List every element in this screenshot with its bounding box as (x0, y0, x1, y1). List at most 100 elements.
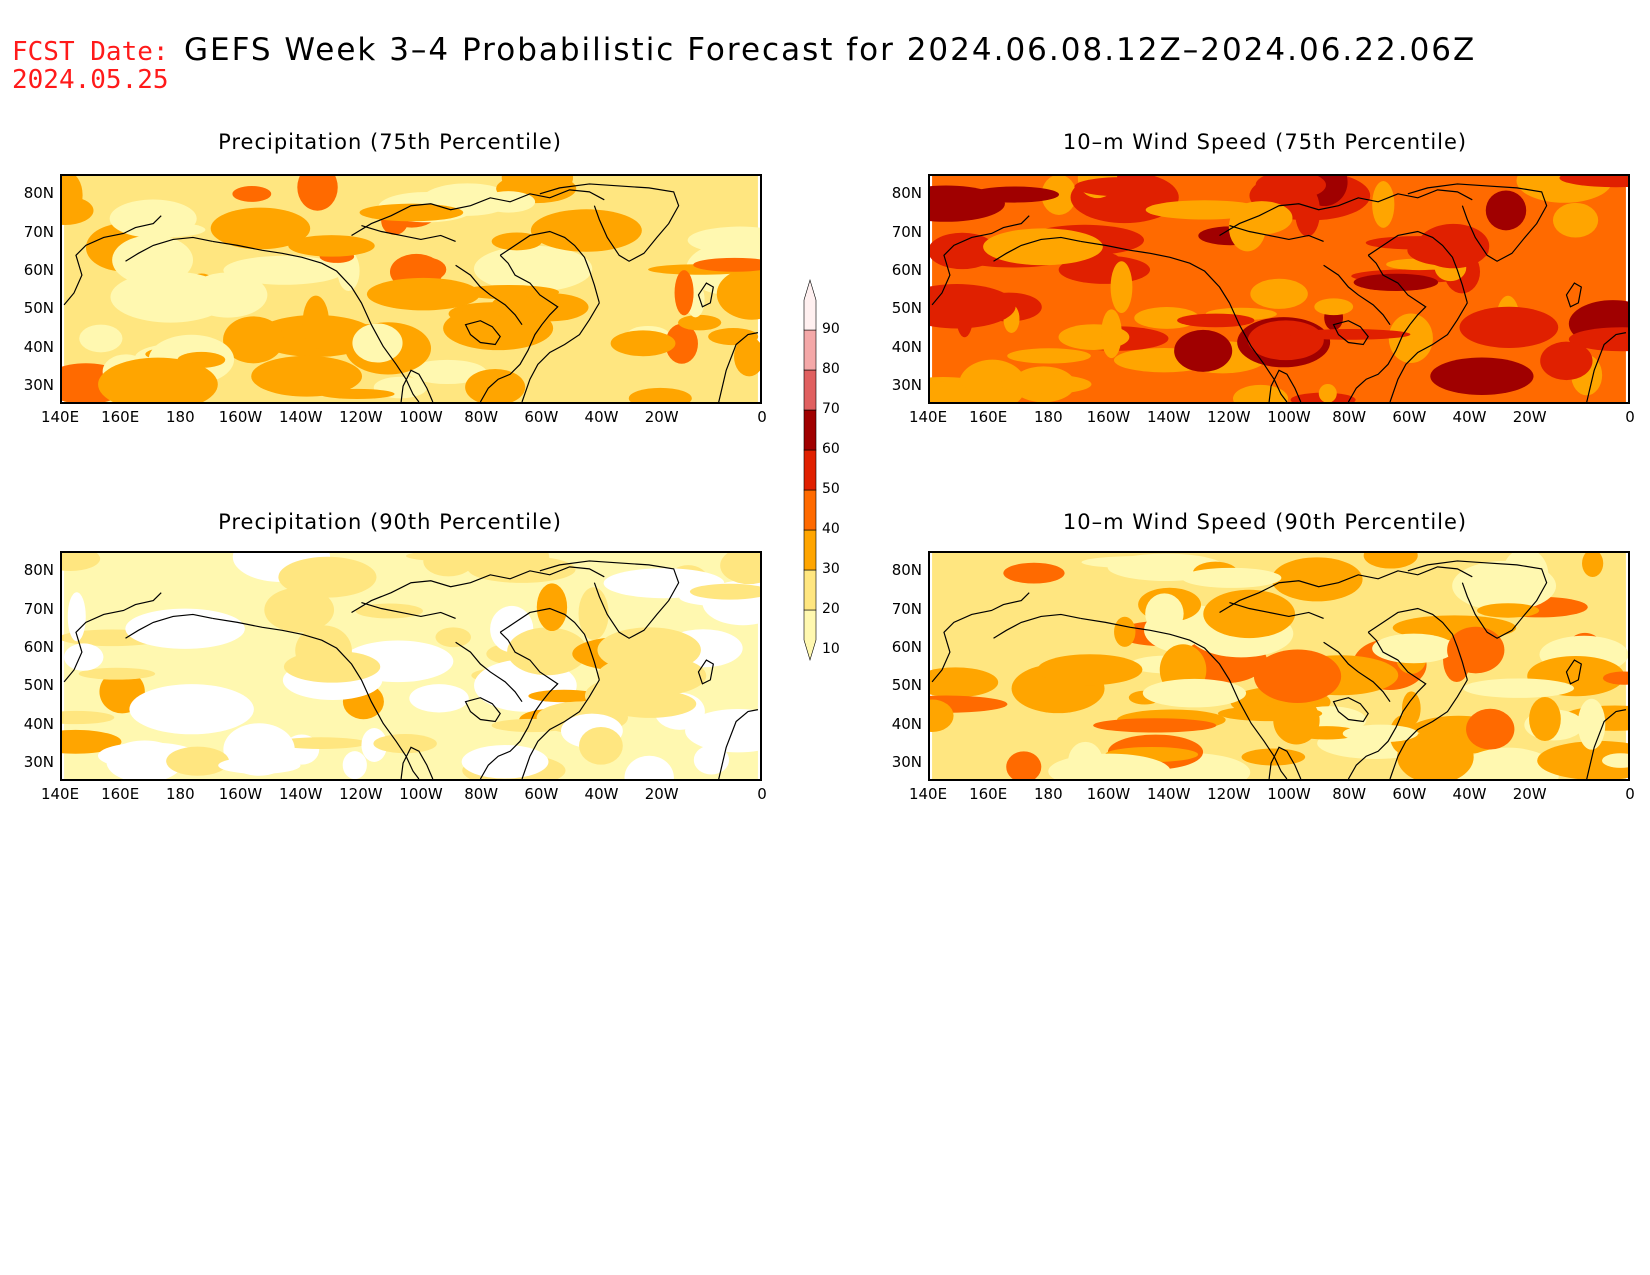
lon-tick-label: 0 (757, 408, 767, 426)
lat-tick-label: 80N (891, 184, 922, 203)
contour-region (628, 387, 692, 402)
contour-region (1602, 753, 1628, 768)
contour-region (264, 587, 335, 633)
contour-region (678, 314, 722, 331)
coastline (499, 230, 600, 304)
lon-tick-label: 140E (40, 408, 80, 426)
contour-region (1041, 176, 1077, 215)
contour-region (188, 272, 268, 318)
colorbar-tick-label: 50 (822, 481, 840, 497)
coastline (1586, 709, 1627, 779)
colorbar-tick-label: 10 (822, 641, 840, 657)
colorbar-swatch (803, 409, 817, 451)
coastline (1080, 617, 1288, 779)
coastline (931, 215, 1030, 306)
lon-tick-label: 160W (218, 408, 263, 426)
contour-region (1003, 562, 1065, 584)
contour-region (983, 228, 1103, 266)
contour-region (597, 627, 701, 673)
contour-region (716, 268, 760, 320)
lat-tick-label: 60N (23, 637, 54, 656)
contour-region (1363, 553, 1418, 569)
contour-region (297, 176, 338, 211)
lon-tick-label: 160W (218, 785, 263, 803)
lon-tick-label: 160W (1086, 785, 1131, 803)
coastline (400, 746, 434, 779)
coastline (464, 320, 501, 346)
coastline (1389, 679, 1468, 779)
contour-region (1074, 177, 1169, 197)
contour-region (720, 553, 760, 585)
contour-region (665, 323, 698, 364)
coastline (718, 332, 759, 402)
lat-tick-label: 40N (891, 714, 922, 733)
lat-tick-label: 70N (891, 599, 922, 618)
panel-title-precip-90: Precipitation (90th Percentile) (218, 510, 562, 534)
contour-region (1466, 708, 1515, 750)
lon-tick-label: 140E (40, 785, 80, 803)
contour-region (501, 176, 574, 198)
contour-region (1402, 691, 1421, 726)
coastline (1586, 332, 1627, 402)
contour-region (1142, 678, 1247, 708)
contour-region (610, 330, 676, 357)
coastline (212, 240, 420, 402)
contour-region (491, 293, 536, 319)
coastline (1407, 560, 1548, 639)
lon-tick-label: 20W (644, 785, 679, 803)
lon-tick-label: 80W (1332, 785, 1367, 803)
contour-region (443, 306, 554, 351)
contour-region (166, 746, 230, 776)
contour-region (1145, 593, 1184, 634)
lon-tick-label: 160W (1086, 408, 1131, 426)
contour-region (1114, 616, 1136, 647)
contour-region (359, 203, 464, 222)
contour-region (278, 556, 377, 598)
coastline (125, 613, 213, 639)
colorbar-swatch (803, 609, 817, 662)
contour-region (930, 699, 954, 733)
contour-region (579, 726, 623, 765)
contour-region (1457, 747, 1560, 779)
coastline (1323, 641, 1391, 703)
contour-region (687, 226, 760, 254)
contour-region (62, 176, 83, 219)
contour-region (1145, 200, 1264, 220)
contour-region (1529, 697, 1561, 742)
coastline (1268, 746, 1302, 779)
lat-tick-label: 40N (23, 337, 54, 356)
lon-tick-label: 20W (1512, 408, 1547, 426)
contour-region (1568, 327, 1628, 352)
contour-region (79, 324, 123, 353)
contour-region (1463, 678, 1574, 698)
contour-region (530, 209, 642, 252)
lon-tick-label: 80W (464, 408, 499, 426)
lon-tick-label: 140W (278, 785, 323, 803)
contour-region (1177, 313, 1255, 328)
contour-region (689, 583, 760, 600)
contour-region (218, 756, 301, 774)
contour-region (232, 186, 272, 202)
lon-tick-label: 140W (1146, 408, 1191, 426)
colorbar-swatch (803, 569, 817, 611)
coastline (718, 709, 759, 779)
contour-region (98, 357, 218, 402)
contour-region (958, 359, 1027, 402)
contour-region (1181, 567, 1282, 588)
contour-region (112, 235, 194, 286)
lon-tick-label: 40W (584, 785, 619, 803)
contour-region (693, 745, 730, 775)
coastline (1565, 282, 1582, 308)
contour-region (62, 710, 115, 725)
contour-region (1253, 649, 1342, 703)
contour-region (1250, 278, 1308, 309)
contour-region (1447, 626, 1505, 674)
contour-region (1552, 202, 1599, 238)
contour-region (468, 555, 576, 583)
colorbar-tick-label: 80 (822, 361, 840, 377)
contour-region (624, 755, 674, 779)
lat-tick-label: 60N (891, 260, 922, 279)
contour-region (930, 284, 1016, 329)
coastline (1347, 254, 1427, 402)
contour-region (435, 627, 471, 648)
